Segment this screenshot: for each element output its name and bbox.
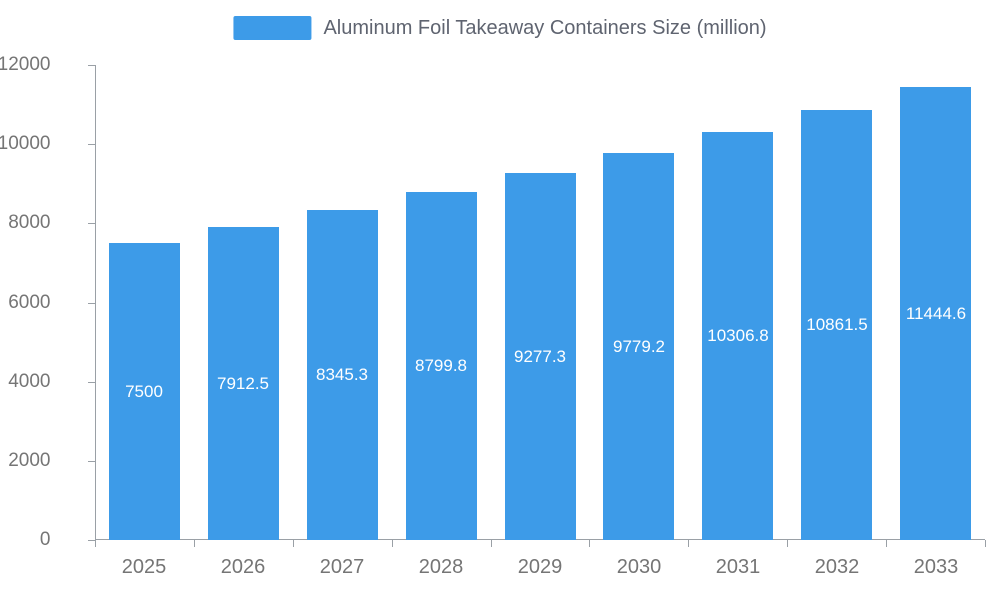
y-axis-tick-mark: [88, 460, 95, 462]
x-axis-tick-label-2032: 2032: [814, 556, 860, 578]
y-axis-tick-label: 0: [39, 529, 51, 550]
x-axis-tick-label-2025: 2025: [121, 556, 167, 578]
bar-2033[interactable]: [900, 87, 971, 540]
x-axis-tick-label-2031: 2031: [715, 556, 761, 578]
bar-2031[interactable]: [702, 132, 773, 540]
x-axis-tick-mark: [886, 540, 887, 547]
y-axis-tick-mark: [88, 223, 95, 225]
bar-value-label-2028: 8799.8: [415, 356, 467, 375]
x-axis-tick-mark: [985, 540, 986, 547]
bar-2025[interactable]: [109, 243, 180, 540]
bar-value-label-2027: 8345.3: [316, 365, 368, 384]
y-axis-tick-label: 10000: [0, 133, 51, 155]
x-axis-tick-mark: [688, 540, 689, 547]
x-axis-tick-mark: [194, 540, 195, 547]
y-axis-tick-label: 12000: [0, 54, 51, 75]
bar-value-label-2025: 7500: [125, 382, 163, 401]
bar-2030[interactable]: [603, 153, 674, 540]
x-axis-tick-mark: [293, 540, 294, 547]
bar-value-label-2033: 11444.6: [905, 304, 967, 323]
y-axis-line: [95, 65, 96, 540]
legend-label: Aluminum Foil Takeaway Containers Size (…: [323, 16, 767, 39]
legend-swatch-icon: [233, 16, 312, 40]
bar-value-label-2026: 7912.5: [217, 374, 269, 393]
y-axis-tick-label: 2000: [8, 449, 51, 471]
bar-value-label-2032: 10861.5: [806, 315, 868, 334]
bar-2027[interactable]: [307, 210, 378, 540]
x-axis-tick-label-2026: 2026: [220, 556, 266, 578]
bar-value-label-2031: 10306.8: [707, 326, 769, 345]
x-axis-tick-label-2027: 2027: [319, 556, 365, 578]
x-axis-tick-mark: [392, 540, 393, 547]
y-axis-tick-label: 4000: [8, 370, 51, 392]
bar-2029[interactable]: [505, 173, 576, 540]
x-axis-tick-label-2029: 2029: [517, 556, 563, 578]
x-axis-tick-mark: [491, 540, 492, 547]
x-axis-tick-label-2030: 2030: [616, 556, 662, 578]
bar-value-label-2029: 9277.3: [514, 347, 566, 366]
x-axis-tick-mark: [787, 540, 788, 547]
bar-2026[interactable]: [208, 227, 279, 540]
x-axis-tick-label-2028: 2028: [418, 556, 464, 578]
chart-legend[interactable]: Aluminum Foil Takeaway Containers Size (…: [233, 16, 767, 40]
bar-2028[interactable]: [406, 192, 477, 540]
x-axis-tick-mark: [95, 540, 96, 547]
y-axis-tick-mark: [88, 144, 95, 146]
plot-area: 0 2000 4000 6000 8000 10000 12000 7500 2025 7912.…: [0, 54, 986, 578]
y-axis-tick-mark: [88, 65, 95, 66]
y-axis-tick-mark: [88, 302, 95, 304]
bar-2032[interactable]: [801, 110, 872, 540]
y-axis-tick-label: 8000: [8, 212, 51, 234]
y-axis-tick-label: 6000: [8, 291, 51, 313]
y-axis-tick-mark: [88, 381, 95, 383]
x-axis-tick-mark: [589, 540, 590, 547]
x-axis-tick-label-2033: 2033: [913, 556, 959, 578]
bar-value-label-2030: 9779.2: [613, 337, 665, 356]
y-axis-tick-mark: [88, 540, 95, 541]
